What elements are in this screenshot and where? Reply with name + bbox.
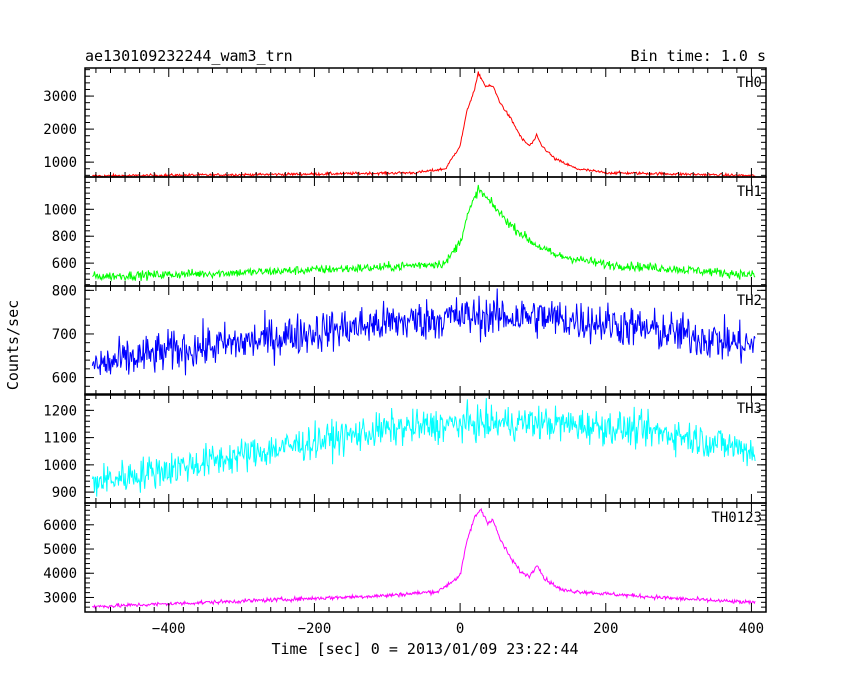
panel-label-th0: TH0: [737, 75, 762, 91]
y-tick-label: 1000: [43, 155, 77, 171]
x-tick-label: 0: [456, 621, 464, 637]
x-axis-label: Time [sec] 0 = 2013/01/09 23:22:44: [271, 640, 578, 658]
y-tick-label: 700: [52, 327, 77, 343]
y-tick-label: 3000: [43, 590, 77, 606]
x-tick-label: 200: [593, 621, 618, 637]
y-tick-label: 4000: [43, 566, 77, 582]
panel-label-th1: TH1: [737, 184, 762, 200]
y-tick-label: 2000: [43, 122, 77, 138]
series-line-th0123: [92, 507, 756, 610]
y-tick-label: 1000: [43, 202, 77, 218]
panel-th1: 600 800 1000 TH1: [43, 176, 767, 287]
y-tick-label: 3000: [43, 89, 77, 105]
y-tick-label: 600: [52, 371, 77, 387]
chart-title: ae130109232244_wam3_trn: [85, 47, 293, 65]
series-line-th2: [91, 288, 756, 376]
y-tick-label: 6000: [43, 518, 77, 534]
x-tick-label: −400: [152, 621, 186, 637]
y-tick-label: 800: [52, 283, 77, 299]
panel-frame: [84, 393, 767, 504]
y-tick-label: 900: [52, 485, 77, 501]
chart-subtitle: Bin time: 1.0 s: [631, 47, 766, 65]
series-line-th0: [92, 71, 756, 179]
panel-frame: [84, 285, 767, 396]
y-tick-label: 1100: [43, 431, 77, 447]
series-line-th1: [92, 184, 756, 282]
x-tick-label: −200: [298, 621, 332, 637]
panel-frame: [84, 502, 767, 613]
series-line-th3: [91, 398, 756, 497]
panel-th0: 1000 2000 3000 TH0: [43, 67, 767, 179]
y-tick-label: 1000: [43, 458, 77, 474]
y-axis-label: Counts/sec: [4, 300, 22, 390]
y-tick-label: 800: [52, 229, 77, 245]
panel-frame: [84, 67, 767, 178]
panel-th2: 600 700 800 TH2: [52, 283, 767, 396]
y-tick-label: 600: [52, 256, 77, 272]
panels-group: 100020003000TH06008001000TH1600700800TH2…: [43, 67, 767, 637]
x-tick-label: 400: [739, 621, 764, 637]
panel-label-th3: TH3: [737, 401, 762, 417]
y-tick-label: 1200: [43, 403, 77, 419]
panel-th0123: 3000 4000 5000 6000 TH0123: [43, 502, 767, 613]
y-tick-label: 5000: [43, 542, 77, 558]
panel-label-th2: TH2: [737, 293, 762, 309]
panel-th3: 900 1000 1100 1200 TH3: [43, 393, 767, 504]
panel-label-th0123: TH0123: [711, 510, 762, 526]
